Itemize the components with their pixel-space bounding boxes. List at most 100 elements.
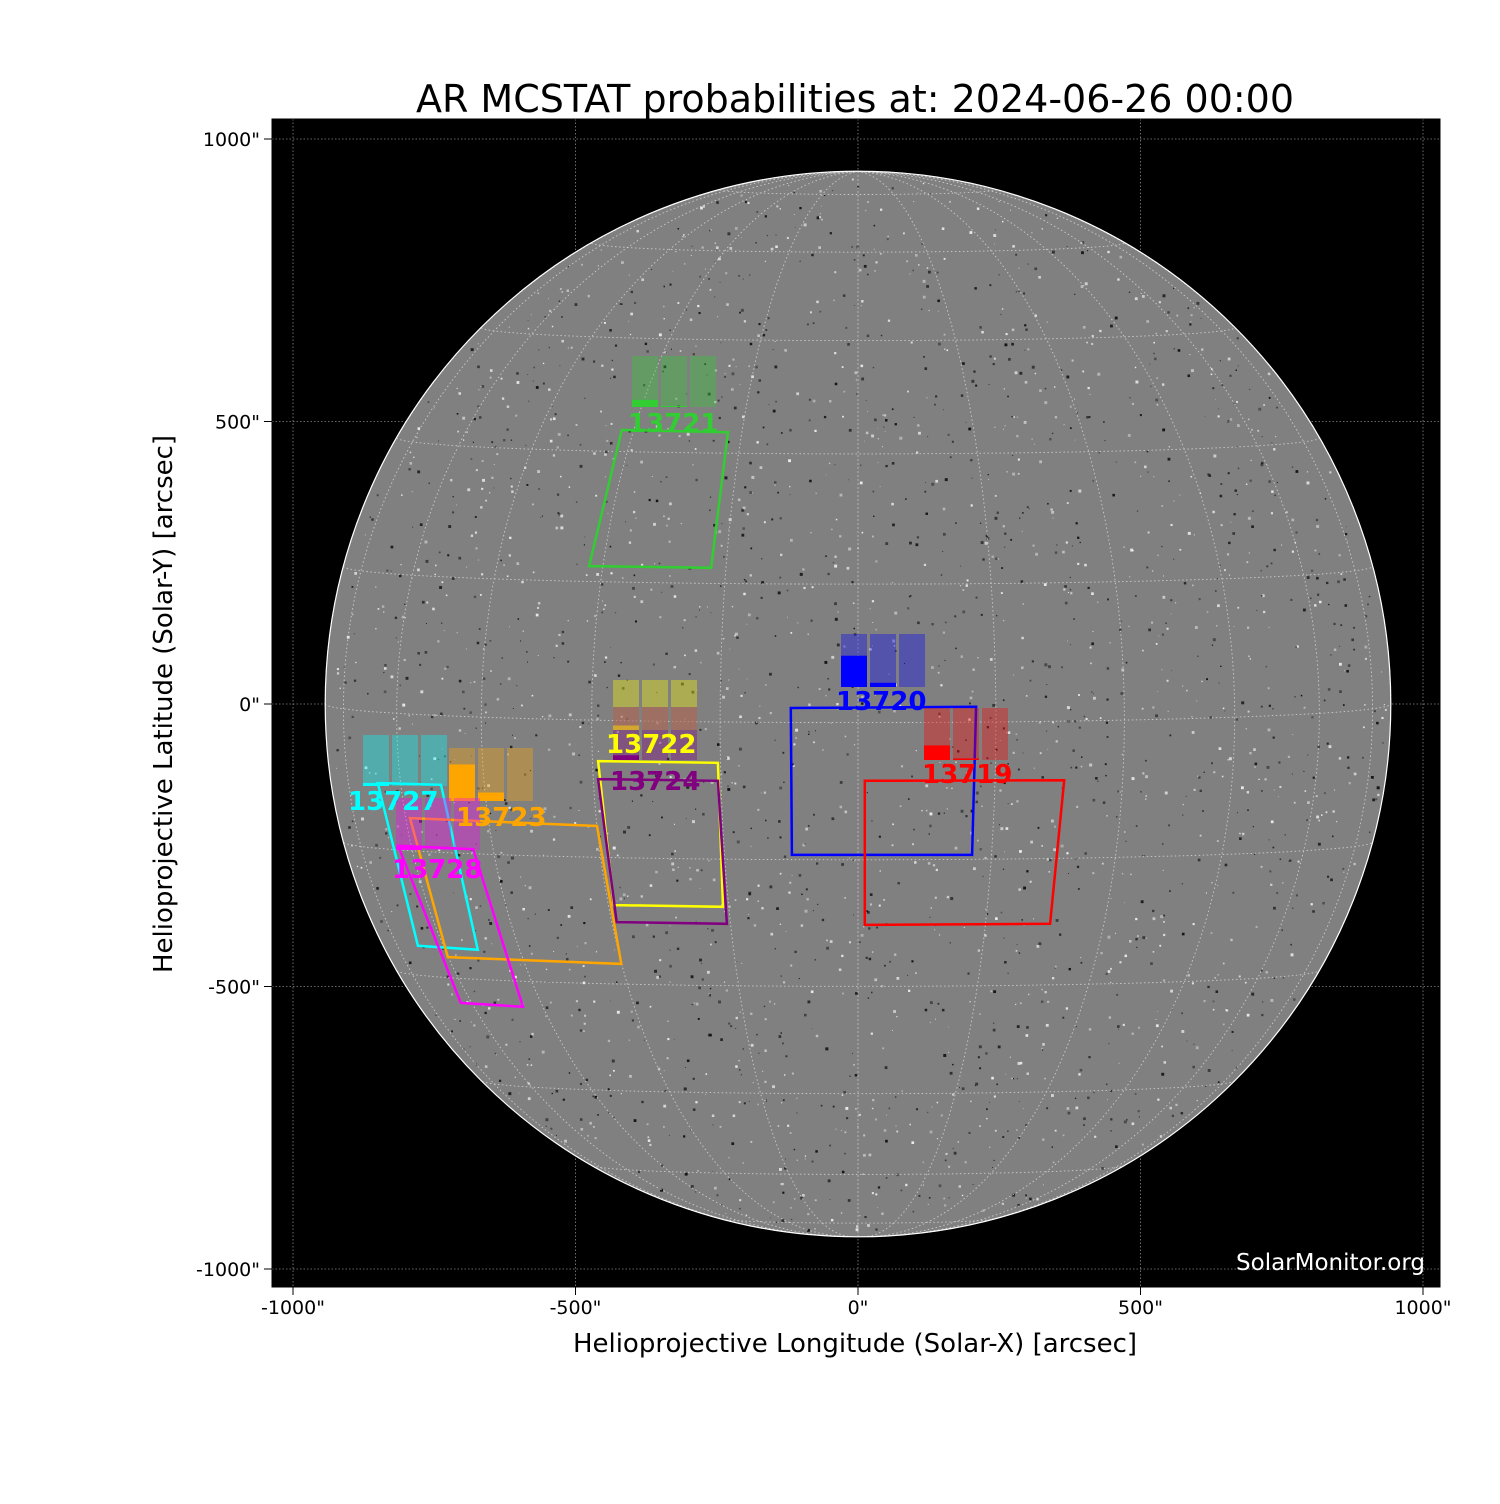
magnetic-feature — [738, 1059, 740, 1062]
magnetic-feature — [1091, 691, 1093, 693]
magnetic-feature — [1244, 981, 1247, 984]
magnetic-feature — [732, 831, 735, 834]
magnetic-feature — [794, 227, 796, 229]
magnetic-feature — [526, 651, 528, 653]
magnetic-feature — [780, 975, 783, 977]
magnetic-feature — [720, 773, 723, 775]
magnetic-feature — [1345, 526, 1347, 528]
magnetic-feature — [561, 630, 565, 634]
magnetic-feature — [955, 647, 957, 650]
magnetic-feature — [1152, 909, 1155, 913]
magnetic-feature — [1258, 778, 1260, 781]
magnetic-feature — [1163, 933, 1166, 937]
magnetic-feature — [776, 907, 779, 910]
magnetic-feature — [684, 654, 686, 657]
magnetic-feature — [451, 993, 454, 996]
magnetic-feature — [922, 182, 925, 185]
magnetic-feature — [915, 750, 917, 752]
magnetic-feature — [1026, 870, 1029, 873]
magnetic-feature — [821, 218, 823, 221]
magnetic-feature — [552, 838, 556, 841]
magnetic-feature — [857, 185, 860, 188]
magnetic-feature — [922, 279, 926, 283]
magnetic-feature — [684, 1172, 688, 1176]
magnetic-feature — [663, 285, 665, 288]
magnetic-feature — [647, 1136, 650, 1139]
magnetic-feature — [1078, 694, 1080, 696]
magnetic-feature — [1034, 443, 1036, 445]
magnetic-feature — [709, 509, 711, 512]
magnetic-feature — [1075, 1106, 1079, 1110]
magnetic-feature — [965, 815, 968, 818]
magnetic-feature — [1181, 1012, 1184, 1015]
magnetic-feature — [789, 485, 791, 488]
magnetic-feature — [990, 762, 992, 764]
magnetic-feature — [1369, 595, 1371, 597]
magnetic-feature — [542, 382, 545, 385]
magnetic-feature — [1239, 832, 1241, 835]
magnetic-feature — [456, 412, 459, 415]
magnetic-feature — [736, 961, 738, 962]
magnetic-feature — [493, 463, 495, 465]
magnetic-feature — [1093, 1091, 1095, 1094]
magnetic-feature — [1330, 878, 1333, 882]
magnetic-feature — [853, 633, 857, 636]
magnetic-feature — [847, 1199, 851, 1202]
magnetic-feature — [543, 810, 546, 813]
magnetic-feature — [714, 1186, 717, 1190]
magnetic-feature — [739, 1199, 742, 1202]
magnetic-feature — [827, 572, 830, 576]
magnetic-feature — [1182, 685, 1184, 687]
magnetic-feature — [1187, 307, 1190, 310]
magnetic-feature — [390, 570, 392, 572]
magnetic-feature — [640, 460, 644, 464]
magnetic-feature — [1155, 714, 1159, 718]
magnetic-feature — [743, 1102, 746, 1105]
probability-bar-M — [661, 405, 687, 407]
magnetic-feature — [1353, 862, 1356, 866]
magnetic-feature — [673, 1038, 675, 1040]
magnetic-feature — [537, 470, 541, 474]
magnetic-feature — [1346, 756, 1350, 759]
magnetic-feature — [781, 1219, 785, 1223]
magnetic-feature — [973, 370, 976, 373]
magnetic-feature — [747, 613, 751, 617]
magnetic-feature — [526, 661, 528, 663]
magnetic-feature — [815, 1150, 818, 1153]
magnetic-feature — [909, 541, 912, 545]
magnetic-feature — [486, 1035, 490, 1039]
magnetic-feature — [779, 517, 782, 520]
magnetic-feature — [683, 1135, 686, 1138]
magnetic-feature — [1175, 1103, 1178, 1107]
magnetic-feature — [871, 645, 873, 647]
magnetic-feature — [452, 496, 454, 498]
magnetic-feature — [479, 905, 482, 907]
magnetic-feature — [595, 494, 598, 497]
magnetic-feature — [336, 672, 340, 675]
magnetic-feature — [527, 1097, 531, 1101]
magnetic-feature — [567, 434, 569, 437]
magnetic-feature — [605, 450, 608, 454]
magnetic-feature — [613, 1069, 615, 1072]
magnetic-feature — [1134, 297, 1138, 301]
magnetic-feature — [665, 931, 668, 935]
magnetic-feature — [734, 634, 736, 637]
magnetic-feature — [1364, 615, 1368, 618]
magnetic-feature — [1290, 943, 1292, 946]
magnetic-feature — [509, 626, 511, 628]
magnetic-feature — [633, 595, 636, 599]
region-probabilities-13719 — [924, 708, 1008, 760]
magnetic-feature — [1268, 839, 1270, 841]
magnetic-feature — [741, 508, 745, 512]
magnetic-feature — [928, 833, 930, 835]
magnetic-feature — [1276, 481, 1278, 484]
magnetic-feature — [1207, 985, 1210, 989]
magnetic-feature — [704, 1093, 706, 1095]
magnetic-feature — [856, 245, 860, 249]
magnetic-feature — [1136, 946, 1138, 949]
magnetic-feature — [538, 488, 540, 490]
magnetic-feature — [921, 243, 924, 245]
magnetic-feature — [924, 1008, 928, 1012]
magnetic-feature — [1109, 967, 1112, 970]
magnetic-feature — [923, 356, 925, 358]
